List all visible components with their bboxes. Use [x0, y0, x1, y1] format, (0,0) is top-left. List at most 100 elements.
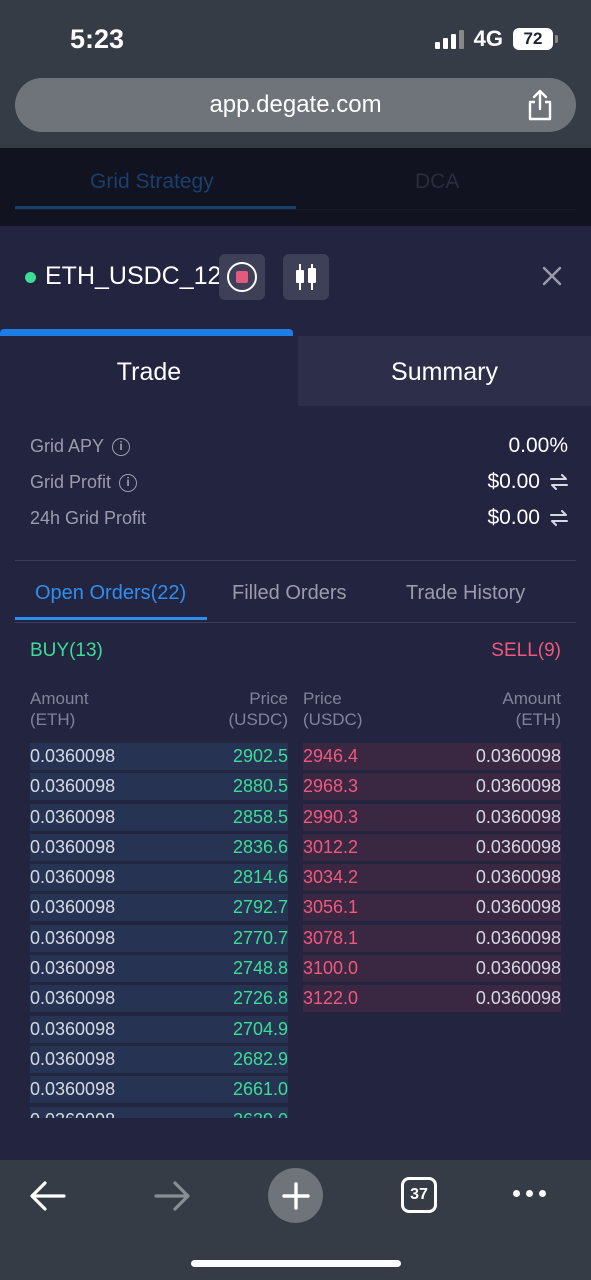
tab-open-orders[interactable]: Open Orders(22)	[35, 582, 187, 604]
order-price: 2946.4	[303, 746, 359, 766]
chart-button[interactable]	[283, 254, 329, 300]
bot-detail-sheet: ETH_USDC_12 Trade Summary Grid APY i	[0, 226, 591, 1160]
metric-value: $0.00	[487, 470, 540, 493]
order-amount: 0.0360098	[475, 897, 561, 918]
url-bar[interactable]: app.degate.com	[15, 78, 576, 132]
info-icon[interactable]: i	[112, 437, 131, 456]
metric-value: 0.00%	[508, 434, 568, 457]
buy-order-row: 0.0360098 2661.0	[30, 1076, 288, 1104]
order-price: 2682.9	[232, 1048, 288, 1069]
browser-toolbar: 37	[0, 1160, 591, 1280]
stop-icon	[227, 262, 257, 292]
order-price: 3122.0	[303, 988, 359, 1009]
divider	[15, 560, 576, 561]
tab-trade-label: Trade	[116, 358, 182, 386]
bot-name: ETH_USDC_12	[45, 262, 222, 290]
order-amount: 0.0360098	[30, 1018, 116, 1039]
buy-order-row: 0.0360098 2748.8	[30, 955, 288, 983]
column-header-sell-amount: Amount (ETH)	[502, 689, 561, 729]
order-price: 2661.0	[232, 1079, 288, 1100]
order-price: 3056.1	[303, 897, 359, 918]
column-header-sell-price: Price (USDC)	[303, 689, 363, 729]
order-amount: 0.0360098	[30, 776, 116, 797]
tab-filled-orders[interactable]: Filled Orders	[232, 582, 347, 604]
buy-order-row: 0.0360098 2704.9	[30, 1015, 288, 1043]
battery-icon: 72	[513, 28, 558, 50]
info-icon[interactable]: i	[119, 473, 138, 492]
active-order-tab-underline	[15, 617, 207, 620]
order-price: 2792.7	[232, 897, 288, 918]
order-amount: 0.0360098	[30, 897, 116, 918]
buy-order-row: 0.0360098 2639.0	[30, 1106, 288, 1118]
buy-order-row: 0.0360098 2836.6	[30, 833, 288, 861]
order-price: 2639.0	[233, 1110, 288, 1118]
column-header-buy-price: Price (USDC)	[228, 689, 289, 729]
buy-orders-list: 0.0360098 2902.5 0.0360098 2880.5 0.0360098 2…	[30, 743, 288, 1118]
sell-order-row: 3100.0 0.0360098	[303, 955, 561, 983]
order-price: 2814.6	[232, 867, 288, 888]
more-icon[interactable]	[513, 1190, 546, 1197]
back-arrow-icon[interactable]	[28, 1178, 68, 1214]
buy-order-row: 0.0360098 2814.6	[30, 864, 288, 892]
sell-order-row: 2946.4 0.0360098	[303, 743, 561, 770]
close-icon[interactable]	[540, 264, 564, 288]
order-amount: 0.0360098	[475, 988, 561, 1009]
metric-value: $0.00	[487, 506, 540, 529]
tab-grid-strategy[interactable]: Grid Strategy	[90, 170, 214, 193]
plus-icon	[281, 1181, 310, 1210]
divider	[15, 209, 576, 210]
buy-order-row: 0.0360098 2902.5	[30, 743, 288, 770]
sell-orders-list: 2946.4 0.0360098 2968.3 0.0360098 2990.3 0.03…	[303, 743, 561, 1016]
order-amount: 0.0360098	[30, 806, 116, 827]
buy-order-row: 0.0360098 2792.7	[30, 894, 288, 922]
stop-bot-button[interactable]	[219, 254, 265, 300]
active-tab-indicator	[0, 329, 293, 336]
order-amount: 0.0360098	[30, 867, 116, 888]
home-indicator	[191, 1260, 401, 1267]
swap-icon[interactable]	[550, 510, 568, 526]
swap-icon[interactable]	[550, 474, 568, 490]
metric-grid-apy: Grid APY i 0.00%	[30, 434, 568, 466]
order-price: 2990.3	[303, 806, 359, 827]
tab-dca[interactable]: DCA	[415, 170, 460, 193]
divider	[15, 622, 576, 623]
tab-summary[interactable]: Summary	[298, 336, 591, 406]
tabs-count-button[interactable]: 37	[401, 1177, 437, 1213]
order-price: 2902.5	[232, 746, 288, 766]
order-amount: 0.0360098	[30, 988, 116, 1009]
sell-order-row: 2968.3 0.0360098	[303, 773, 561, 801]
order-price: 3034.2	[303, 867, 359, 888]
buy-count: BUY(13)	[30, 640, 103, 661]
order-amount: 0.0360098	[30, 927, 116, 948]
tab-trade-history[interactable]: Trade History	[406, 582, 526, 604]
order-price: 3078.1	[303, 927, 359, 948]
active-tab-underline	[15, 206, 296, 209]
metric-label: Grid APY	[30, 436, 105, 456]
order-amount: 0.0360098	[475, 806, 561, 827]
metric-label: Grid Profit	[30, 472, 112, 492]
buy-order-row: 0.0360098 2726.8	[30, 985, 288, 1013]
buy-order-row: 0.0360098 2770.7	[30, 924, 288, 952]
order-price: 2880.5	[232, 776, 288, 797]
tab-trade[interactable]: Trade	[0, 336, 298, 406]
order-price: 2748.8	[232, 958, 288, 979]
metric-grid-profit: Grid Profit i $0.00	[30, 470, 568, 502]
browser-url-area: app.degate.com	[0, 78, 591, 148]
sell-order-row: 3078.1 0.0360098	[303, 924, 561, 952]
column-header-buy-amount: Amount (ETH)	[30, 689, 89, 729]
sell-order-row: 3056.1 0.0360098	[303, 894, 561, 922]
buy-order-row: 0.0360098 2858.5	[30, 803, 288, 831]
order-amount: 0.0360098	[475, 867, 561, 888]
metric-24h-grid-profit: 24h Grid Profit $0.00	[30, 506, 568, 538]
status-time: 5:23	[70, 24, 125, 54]
tab-summary-label: Summary	[391, 358, 498, 386]
order-amount: 0.0360098	[475, 746, 561, 766]
order-price: 2770.7	[232, 927, 288, 948]
sell-order-row: 3034.2 0.0360098	[303, 864, 561, 892]
strategy-tabs-background: Grid Strategy DCA	[0, 148, 591, 226]
forward-arrow-icon[interactable]	[152, 1178, 192, 1214]
order-amount: 0.0360098	[30, 746, 116, 766]
share-icon[interactable]	[526, 89, 554, 121]
new-tab-button[interactable]	[268, 1168, 323, 1223]
